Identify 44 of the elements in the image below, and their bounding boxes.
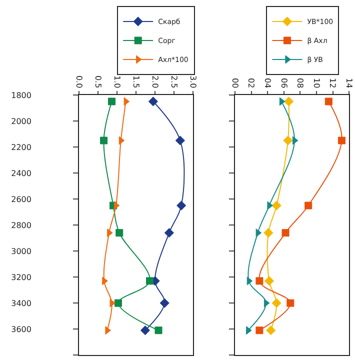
point — [283, 136, 293, 146]
point — [264, 228, 274, 238]
y-tick-label: 2600 — [11, 194, 32, 204]
point — [284, 96, 294, 106]
point — [246, 276, 253, 286]
point — [304, 202, 312, 210]
x-tick-label: 02 — [246, 78, 256, 88]
x-tick-label: 2.5 — [170, 75, 179, 88]
x-tick-label: 00 — [230, 78, 240, 88]
point — [272, 298, 282, 308]
y-tick-label: 3400 — [11, 298, 32, 308]
y-tick-label: 2200 — [11, 142, 32, 152]
x-tick-label: 0.5 — [93, 75, 102, 88]
point — [264, 276, 274, 286]
point — [286, 299, 294, 307]
point — [264, 298, 270, 308]
x-tick-label: 1.5 — [131, 75, 140, 88]
point — [282, 229, 290, 237]
y-tick-label: 2800 — [11, 220, 32, 230]
y-tick-label: 2000 — [11, 116, 32, 126]
x-tick-label: 2.0 — [150, 75, 160, 88]
point — [338, 136, 346, 144]
point — [256, 326, 264, 334]
point — [256, 228, 262, 238]
y-tick-label: 3200 — [11, 272, 32, 282]
y-tick-label: 2400 — [11, 168, 32, 178]
x-tick-label: 10 — [312, 78, 321, 88]
point — [279, 97, 286, 106]
x-tick-label: 14 — [344, 78, 354, 88]
point — [256, 277, 264, 285]
y-tick-label: 3600 — [11, 324, 32, 334]
x-tick-label: 0.0 — [74, 75, 84, 88]
point — [266, 326, 276, 336]
y-tick-label: 3000 — [11, 246, 32, 256]
x-tick-label: 04 — [262, 78, 272, 88]
x-tick-label: 1.0 — [112, 75, 122, 88]
point — [272, 200, 282, 210]
x-tick-label: 12 — [328, 78, 338, 88]
point — [324, 98, 332, 106]
x-tick-label: 06 — [279, 78, 288, 88]
x-tick-label: 3.0 — [188, 75, 198, 88]
y-tick-label: 1800 — [11, 90, 32, 100]
x-tick-label: 08 — [296, 78, 305, 88]
point — [292, 136, 298, 145]
